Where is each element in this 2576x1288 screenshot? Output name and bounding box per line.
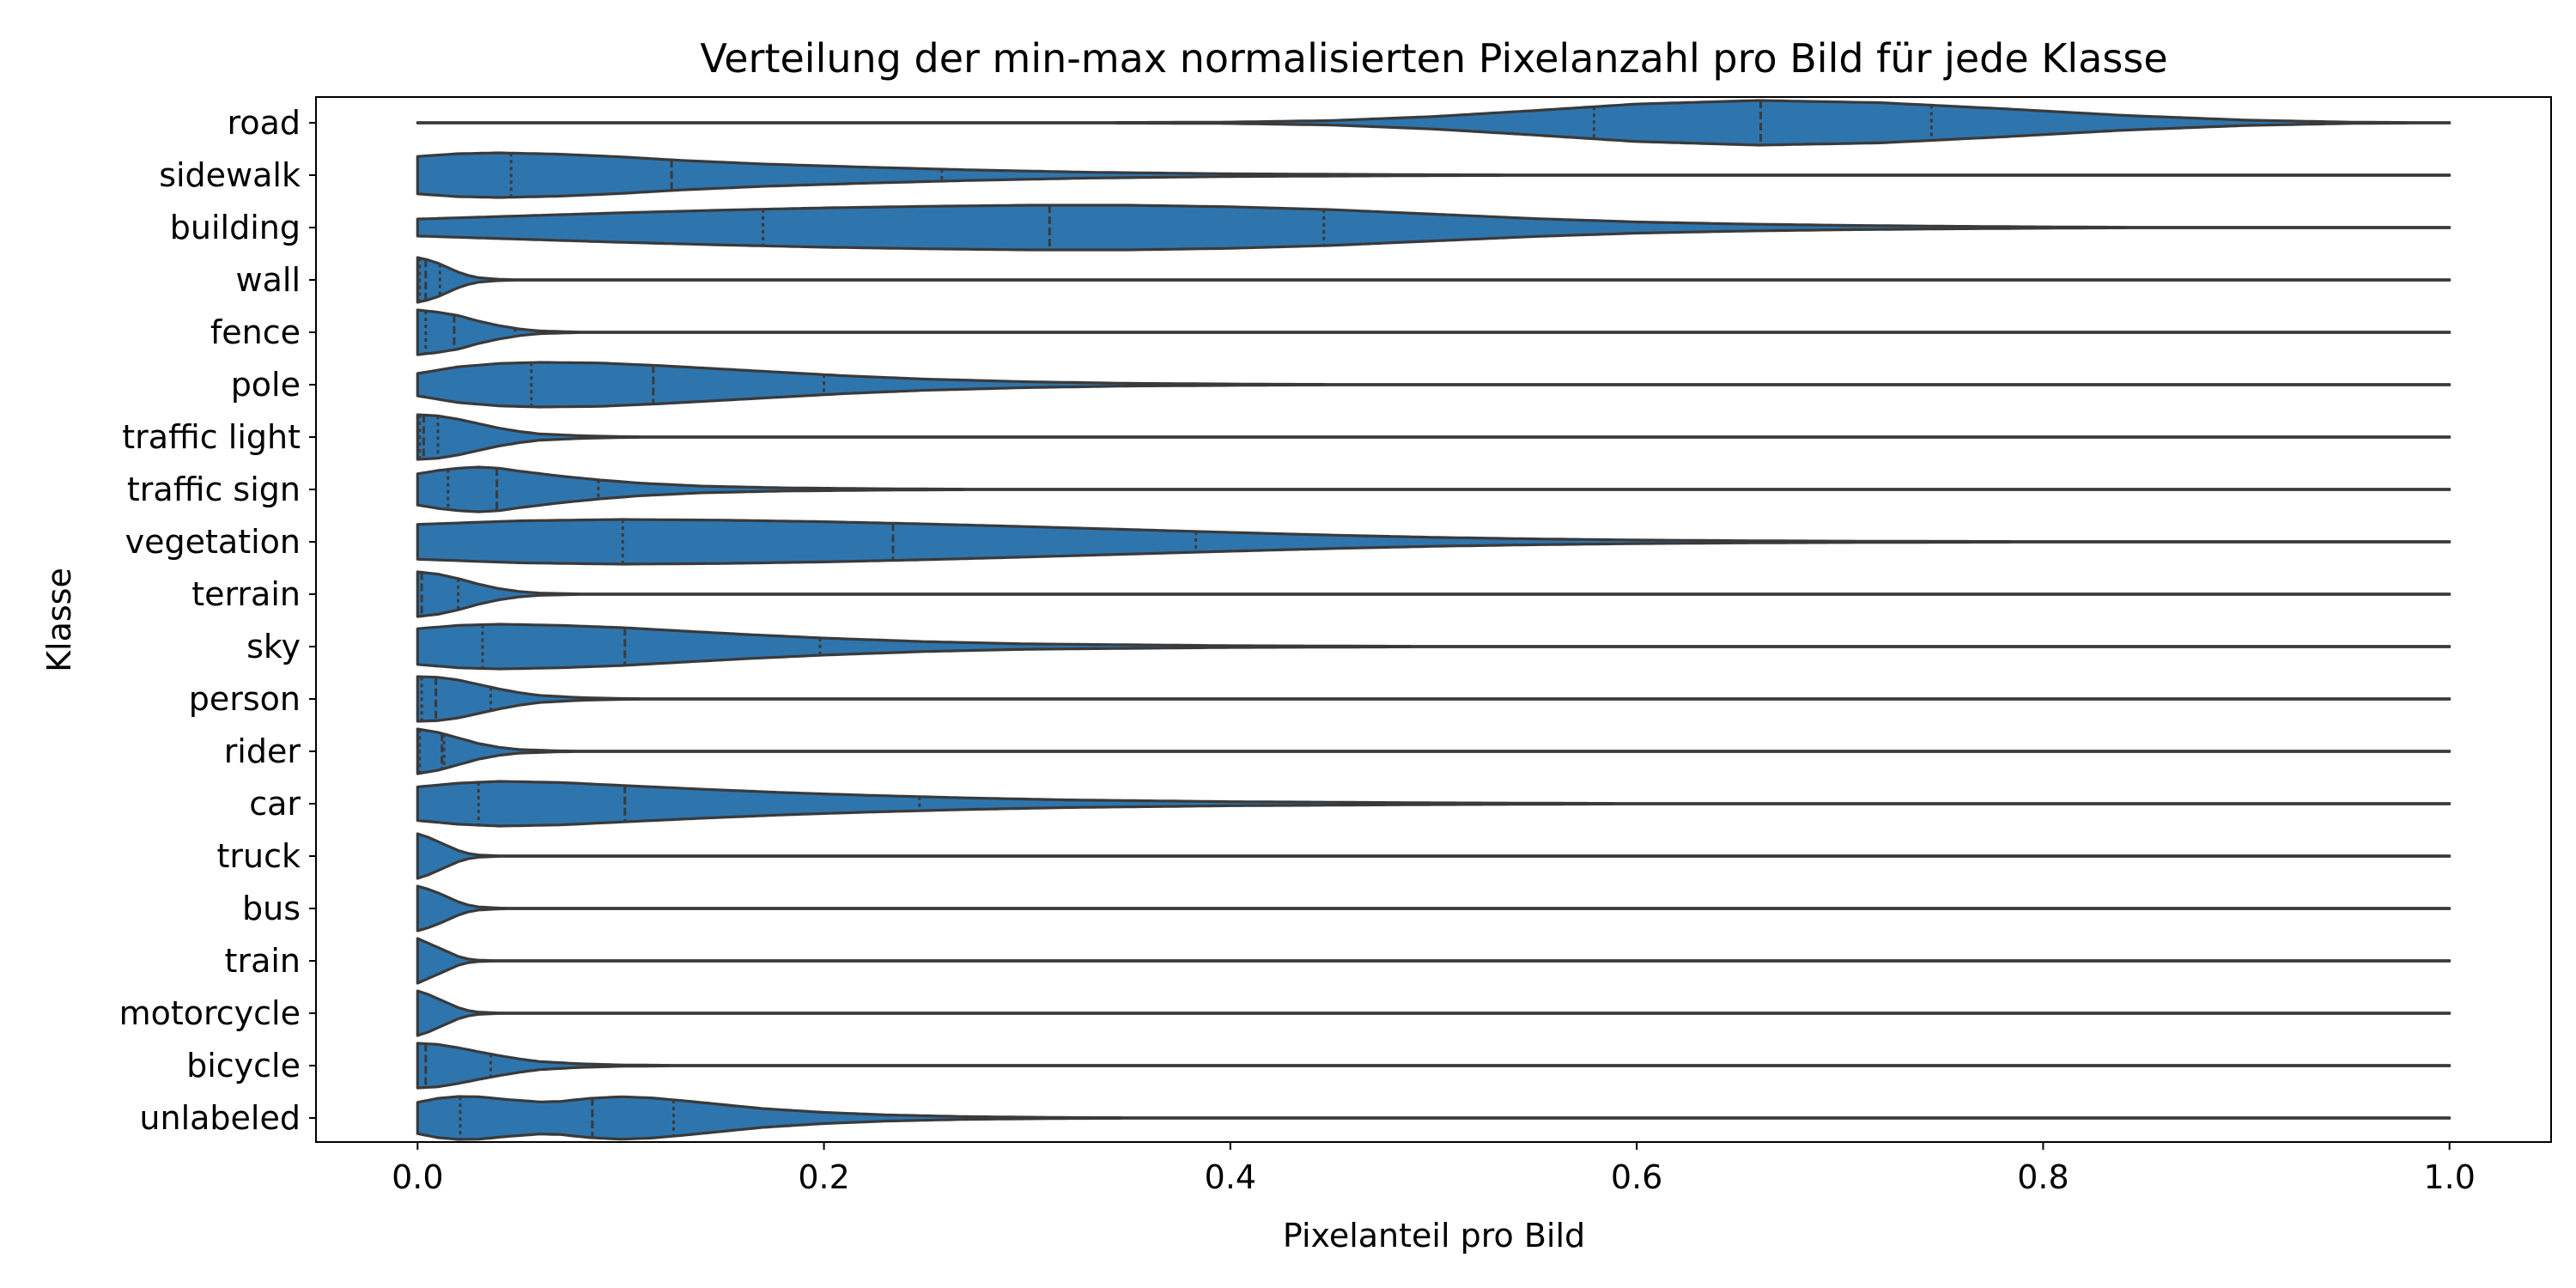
violin-motorcycle bbox=[416, 989, 2451, 1037]
x-tick-label: 1.0 bbox=[2423, 1158, 2475, 1196]
violin-group bbox=[416, 99, 2451, 1141]
y-tick-label-sidewalk: sidewalk bbox=[159, 156, 301, 194]
chart-title: Verteilung der min-max normalisierten Pi… bbox=[700, 35, 2167, 82]
violin-unlabeled bbox=[416, 1095, 2451, 1141]
violin-fence bbox=[416, 308, 2451, 356]
y-tick-group: road sidewalk building wall fence pole traffic… bbox=[119, 104, 316, 1137]
violin-traffic-light bbox=[416, 413, 2451, 461]
x-tick-group: 0.0 0.2 0.4 0.6 0.8 1.0 bbox=[392, 1142, 2476, 1196]
x-tick-label: 0.0 bbox=[392, 1158, 443, 1196]
y-tick-label-building: building bbox=[170, 209, 301, 246]
y-tick-label-traffic-sign: traffic sign bbox=[127, 471, 301, 508]
violin-road bbox=[416, 99, 2451, 147]
x-tick-label: 0.6 bbox=[1611, 1158, 1662, 1196]
violin-train bbox=[416, 937, 2451, 985]
y-tick-label-motorcycle: motorcycle bbox=[119, 994, 301, 1032]
y-tick-label-road: road bbox=[228, 104, 301, 142]
violin-sky bbox=[416, 623, 2451, 671]
y-tick-label-unlabeled: unlabeled bbox=[139, 1099, 301, 1137]
violin-bus bbox=[416, 884, 2451, 933]
y-tick-label-train: train bbox=[225, 942, 301, 980]
violin-vegetation bbox=[416, 518, 2451, 566]
y-tick-label-fence: fence bbox=[210, 313, 301, 351]
violin-traffic-sign bbox=[416, 465, 2451, 513]
violin-wall bbox=[416, 256, 2451, 304]
violin-truck bbox=[416, 832, 2451, 880]
y-tick-label-wall: wall bbox=[236, 261, 301, 299]
x-tick-label: 0.4 bbox=[1205, 1158, 1256, 1196]
violin-rider bbox=[416, 727, 2451, 775]
violin-person bbox=[416, 675, 2451, 723]
y-tick-label-rider: rider bbox=[224, 732, 301, 770]
y-tick-label-vegetation: vegetation bbox=[125, 523, 301, 561]
violin-car bbox=[416, 780, 2451, 828]
y-tick-label-bus: bus bbox=[242, 890, 301, 927]
y-tick-label-bicycle: bicycle bbox=[186, 1047, 301, 1084]
y-tick-label-car: car bbox=[249, 785, 301, 823]
y-tick-label-person: person bbox=[189, 680, 301, 718]
violin-terrain bbox=[416, 570, 2451, 618]
y-axis-label: Klasse bbox=[40, 568, 78, 672]
x-tick-label: 0.8 bbox=[2017, 1158, 2069, 1196]
y-tick-label-sky: sky bbox=[246, 628, 301, 665]
y-tick-label-pole: pole bbox=[231, 366, 301, 404]
x-axis-label: Pixelanteil pro Bild bbox=[1283, 1217, 1585, 1255]
y-tick-label-truck: truck bbox=[216, 837, 301, 875]
violin-bicycle bbox=[416, 1042, 2451, 1090]
plot-area-frame bbox=[315, 96, 2552, 1143]
x-tick-label: 0.2 bbox=[798, 1158, 849, 1196]
violin-sidewalk bbox=[416, 151, 2451, 199]
y-tick-label-terrain: terrain bbox=[191, 575, 301, 613]
y-tick-label-traffic-light: traffic light bbox=[122, 418, 301, 456]
violin-building bbox=[416, 204, 2451, 252]
violin-pole bbox=[416, 361, 2451, 409]
